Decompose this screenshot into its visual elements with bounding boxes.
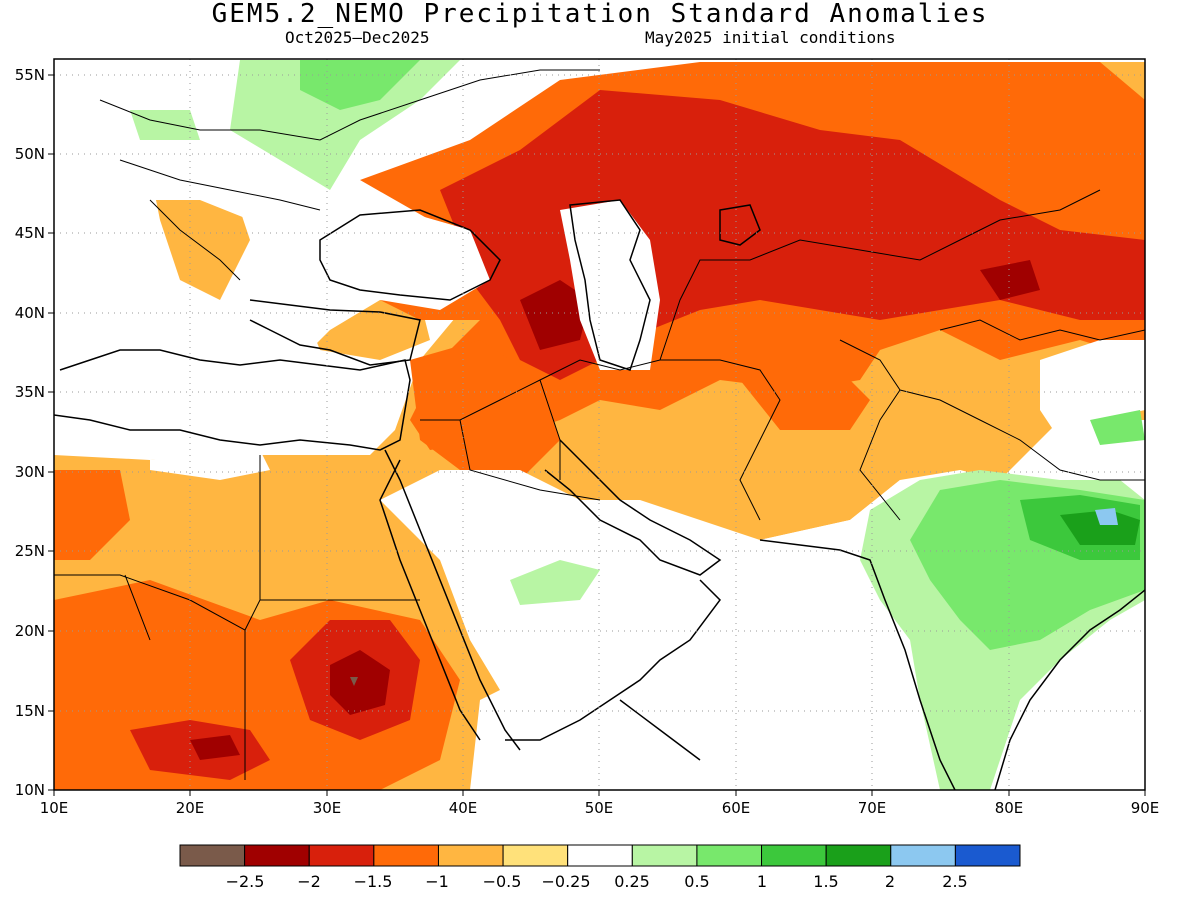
iran-orange (740, 360, 870, 430)
chad-dark-red (190, 735, 240, 760)
colorbar-swatches (179, 844, 1021, 867)
lon-tick-label: 80E (995, 799, 1024, 817)
colorbar-swatch (179, 844, 246, 867)
border-south-asia (839, 319, 1145, 521)
eastern-europe-wet-light (230, 60, 460, 190)
lat-tick-label: 30N (15, 463, 45, 481)
colorbar-swatch (825, 844, 892, 867)
colorbar-swatch (890, 844, 956, 867)
himalaya-wet (1090, 410, 1145, 445)
colorbar-swatch (631, 844, 698, 867)
colorbar-swatch (761, 844, 827, 867)
bangladesh-wet (1095, 508, 1118, 525)
colorbar-labels: −2.5 −2 −1.5 −1 −0.5 −0.25 0.25 0.5 1 1.… (226, 872, 968, 891)
colorbar-label: 1 (757, 872, 767, 891)
lon-tick-label: 40E (449, 799, 478, 817)
ticks (48, 74, 1146, 796)
caspian-normal (560, 200, 660, 370)
colorbar-label: −0.25 (541, 872, 590, 891)
colorbar-label: −2 (297, 872, 321, 891)
arabian-sea-coast (759, 539, 956, 790)
lon-tick-label: 60E (722, 799, 751, 817)
sudan-brown (350, 677, 358, 686)
lat-tick-label: 10N (15, 781, 45, 799)
colorbar-label: −1 (425, 872, 449, 891)
colorbar-swatch (437, 844, 504, 867)
lat-tick-label: 40N (15, 304, 45, 322)
lat-tick-label: 25N (15, 542, 45, 560)
caspian-coast (569, 199, 651, 371)
lon-tick-label: 70E (858, 799, 887, 817)
lat-tick-label: 35N (15, 383, 45, 401)
arabia-normal (380, 470, 1000, 790)
colorbar-label: −2.5 (226, 872, 265, 891)
lat-tick-label: 45N (15, 224, 45, 242)
red-sea-coast (379, 449, 521, 751)
turkey-coast (249, 299, 421, 366)
central-asia-dark-red (980, 260, 1040, 300)
colorbar-swatch (308, 844, 375, 867)
arabian-peninsula-coast (505, 579, 721, 761)
border-middle-east (420, 189, 1101, 521)
sudan-dark-red (330, 650, 390, 715)
lat-tick-label: 20N (15, 622, 45, 640)
arabia-orange (410, 340, 560, 480)
lat-labels: 10N 15N 20N 25N 30N 35N 40N 45N 50N 55N (15, 66, 45, 799)
colorbar-swatch (373, 844, 439, 867)
anomaly-shading (54, 60, 1145, 790)
colorbar-label: −0.5 (483, 872, 522, 891)
lon-tick-label: 10E (40, 799, 69, 817)
colorbar-label: −1.5 (354, 872, 393, 891)
lat-tick-label: 55N (15, 66, 45, 84)
lon-tick-label: 20E (176, 799, 205, 817)
colorbar-swatch (244, 844, 310, 867)
colorbar-label: 2 (885, 872, 895, 891)
mediterranean-coast (54, 349, 411, 451)
bengal-wet (1060, 510, 1140, 545)
colorbar-swatch (696, 844, 763, 867)
turkey-mediterranean-normal (54, 210, 490, 450)
lon-tick-label: 30E (313, 799, 342, 817)
baltic-wet (130, 110, 200, 140)
coastlines (54, 199, 1145, 790)
colorbar-label: 2.5 (942, 872, 967, 891)
lat-tick-label: 50N (15, 145, 45, 163)
eastern-europe-wet (300, 60, 420, 110)
persian-gulf-coast (544, 439, 722, 576)
colorbar-swatch (502, 844, 569, 867)
initial-conditions: May2025 initial conditions (645, 28, 896, 47)
arabia-wet (510, 560, 600, 605)
colorbar-label: 0.5 (684, 872, 709, 891)
lon-tick-label: 50E (585, 799, 614, 817)
colorbar: −2.5 −2 −1.5 −1 −0.5 −0.25 0.25 0.5 1 1.… (179, 844, 1021, 891)
colorbar-swatch (567, 844, 633, 867)
libya-orange (54, 470, 130, 560)
black-sea-coast (319, 209, 501, 301)
caucasus-dark-red (520, 280, 590, 350)
lon-labels: 10E 20E 30E 40E 50E 60E 70E 80E 90E (40, 799, 1160, 817)
bay-of-bengal-coast (994, 589, 1145, 790)
colorbar-label: 1.5 (813, 872, 838, 891)
colorbar-label: 0.25 (614, 872, 650, 891)
aral-coast (719, 204, 761, 246)
lat-tick-label: 15N (15, 702, 45, 720)
lon-tick-label: 90E (1131, 799, 1160, 817)
colorbar-swatch (954, 844, 1021, 867)
page-title: GEM5.2_NEMO Precipitation Standard Anoma… (211, 0, 989, 29)
forecast-period: Oct2025–Dec2025 (285, 28, 430, 47)
